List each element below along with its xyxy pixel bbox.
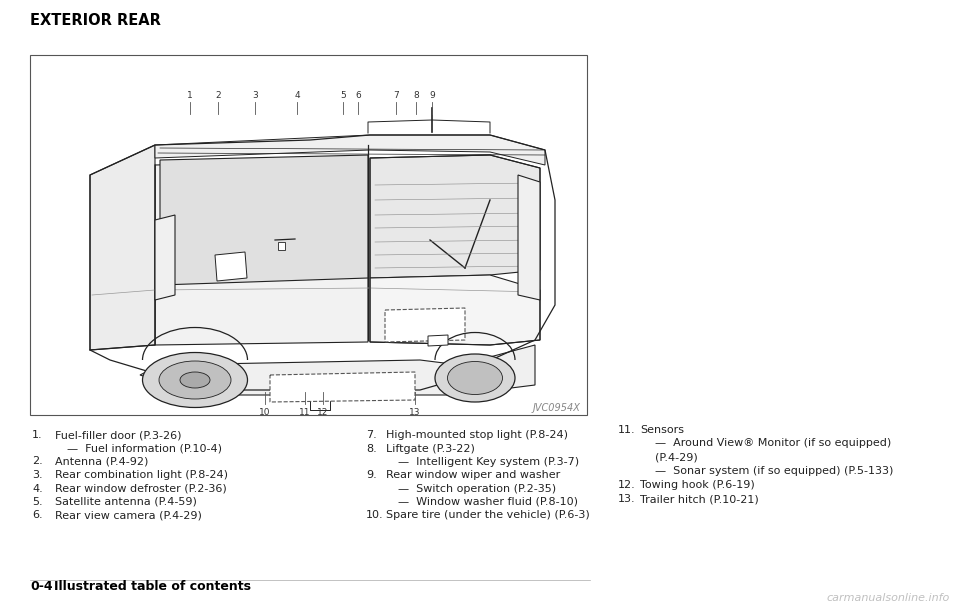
Polygon shape (160, 155, 368, 285)
Text: 3.: 3. (32, 470, 42, 480)
Text: 12.: 12. (618, 480, 636, 490)
Text: 1: 1 (187, 91, 193, 100)
Text: 1.: 1. (32, 430, 42, 440)
Text: High-mounted stop light (P.8-24): High-mounted stop light (P.8-24) (386, 430, 568, 440)
Polygon shape (90, 135, 555, 390)
Text: Fuel-filler door (P.3-26): Fuel-filler door (P.3-26) (55, 430, 181, 440)
Polygon shape (428, 335, 448, 346)
Text: EXTERIOR REAR: EXTERIOR REAR (30, 13, 161, 28)
Text: Illustrated table of contents: Illustrated table of contents (54, 580, 251, 593)
Text: —  Sonar system (if so equipped) (P.5-133): — Sonar system (if so equipped) (P.5-133… (655, 466, 894, 475)
Text: Liftgate (P.3-22): Liftgate (P.3-22) (386, 444, 475, 453)
Polygon shape (215, 252, 247, 281)
Text: Antenna (P.4-92): Antenna (P.4-92) (55, 456, 149, 467)
Polygon shape (140, 345, 535, 395)
Text: 6: 6 (355, 91, 361, 100)
Text: Satellite antenna (P.4-59): Satellite antenna (P.4-59) (55, 497, 197, 507)
Polygon shape (370, 155, 540, 278)
Text: Sensors: Sensors (640, 425, 684, 435)
Text: 7: 7 (394, 91, 398, 100)
Polygon shape (278, 242, 285, 250)
Text: —  Window washer fluid (P.8-10): — Window washer fluid (P.8-10) (398, 497, 578, 507)
Ellipse shape (159, 361, 231, 399)
Polygon shape (155, 160, 368, 345)
Polygon shape (270, 372, 415, 402)
Text: JVC0954X: JVC0954X (532, 403, 580, 413)
Polygon shape (385, 308, 465, 342)
Text: 4: 4 (294, 91, 300, 100)
Text: 2.: 2. (32, 456, 43, 467)
Text: 0-4: 0-4 (30, 580, 53, 593)
Text: —  Fuel information (P.10-4): — Fuel information (P.10-4) (67, 444, 222, 453)
Text: —  Intelligent Key system (P.3-7): — Intelligent Key system (P.3-7) (398, 457, 579, 467)
Text: 12: 12 (318, 408, 328, 417)
Text: 9: 9 (429, 91, 435, 100)
Text: 5: 5 (340, 91, 346, 100)
Text: 5.: 5. (32, 497, 42, 507)
Bar (30, 55, 587, 415)
Text: Towing hook (P.6-19): Towing hook (P.6-19) (640, 480, 755, 490)
Text: Rear combination light (P.8-24): Rear combination light (P.8-24) (55, 470, 228, 480)
Text: 9.: 9. (366, 470, 376, 480)
Text: 10.: 10. (366, 510, 384, 519)
Polygon shape (90, 145, 155, 350)
Text: —  Around View® Monitor (if so equipped): — Around View® Monitor (if so equipped) (655, 439, 891, 448)
Ellipse shape (142, 353, 248, 408)
Text: Rear window defroster (P.2-36): Rear window defroster (P.2-36) (55, 483, 227, 494)
Text: 8.: 8. (366, 444, 376, 453)
Polygon shape (155, 135, 545, 165)
Text: Spare tire (under the vehicle) (P.6-3): Spare tire (under the vehicle) (P.6-3) (386, 510, 589, 519)
Ellipse shape (180, 372, 210, 388)
Text: 7.: 7. (366, 430, 376, 440)
Text: 8: 8 (413, 91, 419, 100)
Text: 13.: 13. (618, 494, 636, 505)
Ellipse shape (435, 354, 515, 402)
Text: 6.: 6. (32, 511, 42, 521)
Polygon shape (155, 215, 175, 300)
Ellipse shape (447, 362, 502, 395)
Text: (P.4-29): (P.4-29) (655, 452, 698, 462)
Text: 13: 13 (409, 408, 420, 417)
Text: 2: 2 (215, 91, 221, 100)
Text: 10: 10 (259, 408, 271, 417)
Text: 4.: 4. (32, 483, 43, 494)
Polygon shape (518, 175, 540, 300)
Text: 11.: 11. (618, 425, 636, 435)
Text: 3: 3 (252, 91, 258, 100)
Text: —  Switch operation (P.2-35): — Switch operation (P.2-35) (398, 483, 556, 494)
Text: Trailer hitch (P.10-21): Trailer hitch (P.10-21) (640, 494, 758, 505)
Polygon shape (370, 275, 540, 345)
Text: 11: 11 (300, 408, 311, 417)
Text: Rear view camera (P.4-29): Rear view camera (P.4-29) (55, 511, 202, 521)
Text: Rear window wiper and washer: Rear window wiper and washer (386, 470, 561, 480)
Text: carmanualsonline.info: carmanualsonline.info (827, 593, 950, 603)
